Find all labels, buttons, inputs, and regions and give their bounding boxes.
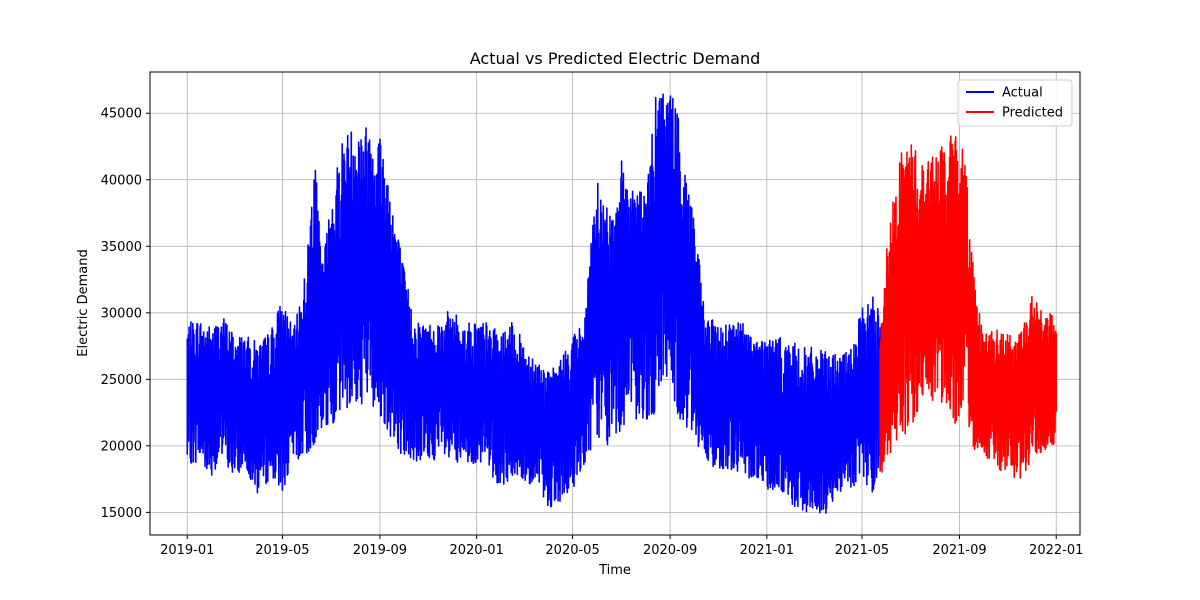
y-tick-label: 20000 xyxy=(101,439,142,454)
y-axis-label: Electric Demand xyxy=(76,249,91,356)
x-tick-label: 2021-01 xyxy=(740,543,794,558)
y-tick-label: 25000 xyxy=(101,373,142,388)
axis-ticks: 2019-01 2019-05 2019-09 2020-01 2020-05 2020-… xyxy=(101,107,1084,558)
chart-title: Actual vs Predicted Electric Demand xyxy=(470,49,761,68)
axes-frame xyxy=(149,71,1081,536)
x-tick-label: 2019-05 xyxy=(255,543,309,558)
series-predicted-path xyxy=(879,135,1057,479)
x-tick-label: 2021-05 xyxy=(835,543,889,558)
x-tick-label: 2021-09 xyxy=(932,543,986,558)
x-tick-label: 2020-05 xyxy=(545,543,599,558)
x-axis-label: Time xyxy=(598,563,631,578)
x-tick-label: 2020-09 xyxy=(643,543,697,558)
x-tick-label: 2020-01 xyxy=(449,543,503,558)
x-tick-label: 2022-01 xyxy=(1029,543,1083,558)
y-tick-label: 40000 xyxy=(101,173,142,188)
series-actual-path xyxy=(186,93,882,514)
series-predicted-line xyxy=(879,135,1057,479)
legend-label-predicted: Predicted xyxy=(1002,106,1063,121)
y-tick-label: 30000 xyxy=(101,306,142,321)
x-tick-label: 2019-01 xyxy=(160,543,214,558)
y-tick-label: 15000 xyxy=(101,506,142,521)
plot-area xyxy=(186,93,1057,514)
x-tick-label: 2019-09 xyxy=(353,543,407,558)
series-actual-line xyxy=(186,93,882,514)
legend: Actual Predicted xyxy=(957,79,1073,127)
legend-label-actual: Actual xyxy=(1002,86,1043,101)
y-tick-label: 45000 xyxy=(101,107,142,122)
y-tick-label: 35000 xyxy=(101,240,142,255)
